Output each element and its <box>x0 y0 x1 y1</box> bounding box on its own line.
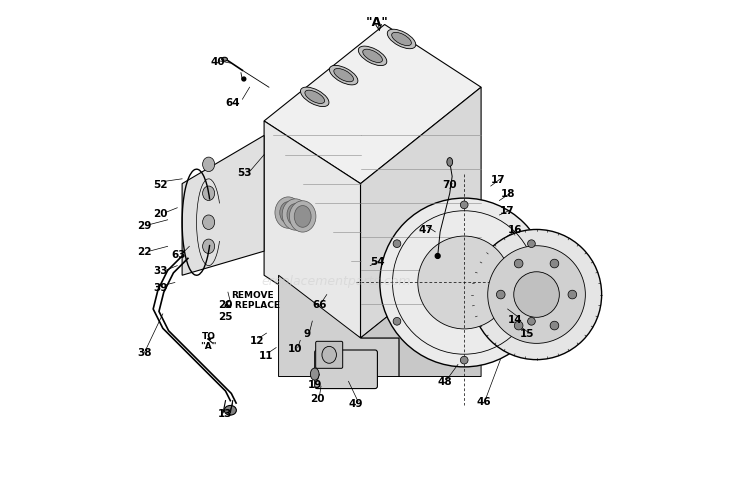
Circle shape <box>514 272 560 318</box>
Ellipse shape <box>310 368 319 380</box>
Circle shape <box>472 230 602 360</box>
Text: REMOVE
& REPLACE: REMOVE & REPLACE <box>224 290 280 309</box>
Text: 29: 29 <box>137 220 152 230</box>
Circle shape <box>460 357 468 364</box>
Polygon shape <box>264 26 481 184</box>
Text: 63: 63 <box>172 249 186 259</box>
Circle shape <box>568 290 577 299</box>
Text: 9: 9 <box>304 329 311 338</box>
Text: 10: 10 <box>288 343 303 353</box>
Text: 64: 64 <box>226 97 240 107</box>
Polygon shape <box>264 121 361 338</box>
Circle shape <box>514 259 523 268</box>
Ellipse shape <box>387 30 416 49</box>
Circle shape <box>380 199 548 367</box>
Circle shape <box>527 241 536 248</box>
Text: 38: 38 <box>137 348 152 358</box>
Ellipse shape <box>222 58 227 62</box>
Ellipse shape <box>202 240 214 254</box>
Text: 12: 12 <box>250 336 264 346</box>
Ellipse shape <box>447 158 453 167</box>
Ellipse shape <box>329 66 358 86</box>
Text: 48: 48 <box>437 377 452 387</box>
Text: TO
"A": TO "A" <box>200 331 217 350</box>
Ellipse shape <box>294 206 311 228</box>
Text: 39: 39 <box>153 283 167 293</box>
Ellipse shape <box>202 215 214 230</box>
Text: 70: 70 <box>442 179 457 189</box>
Text: 11: 11 <box>260 350 274 360</box>
Text: 25: 25 <box>218 312 232 321</box>
Text: 20: 20 <box>218 300 232 310</box>
Text: 13: 13 <box>218 408 232 418</box>
Ellipse shape <box>282 199 309 231</box>
Circle shape <box>514 321 523 330</box>
Text: 47: 47 <box>419 225 433 235</box>
Ellipse shape <box>334 69 353 83</box>
Text: 33: 33 <box>153 266 168 276</box>
Circle shape <box>435 254 440 259</box>
Ellipse shape <box>358 47 387 66</box>
Text: 18: 18 <box>500 189 514 199</box>
Ellipse shape <box>301 88 329 107</box>
Circle shape <box>460 201 468 209</box>
Ellipse shape <box>287 204 304 226</box>
Text: 17: 17 <box>490 174 506 184</box>
Text: 15: 15 <box>520 329 534 338</box>
Circle shape <box>242 78 246 82</box>
Ellipse shape <box>392 33 411 46</box>
Circle shape <box>550 259 559 268</box>
Text: 19: 19 <box>308 379 322 389</box>
Ellipse shape <box>363 50 382 63</box>
Polygon shape <box>361 242 481 377</box>
Text: 46: 46 <box>476 396 490 406</box>
Polygon shape <box>361 88 481 338</box>
Circle shape <box>488 246 585 344</box>
Polygon shape <box>278 276 399 377</box>
Text: 40: 40 <box>211 57 226 66</box>
Text: 49: 49 <box>349 398 363 408</box>
Text: 66: 66 <box>312 300 327 310</box>
Polygon shape <box>182 136 264 276</box>
Text: ereplacementparts.com: ereplacementparts.com <box>262 274 411 287</box>
Text: 17: 17 <box>500 206 515 216</box>
Text: 16: 16 <box>508 225 522 235</box>
Ellipse shape <box>322 347 337 363</box>
Circle shape <box>527 318 536 326</box>
Circle shape <box>393 241 400 248</box>
Ellipse shape <box>290 201 316 233</box>
FancyBboxPatch shape <box>316 342 343 368</box>
FancyBboxPatch shape <box>315 350 377 389</box>
Ellipse shape <box>275 197 302 229</box>
Text: 20: 20 <box>310 393 325 403</box>
Ellipse shape <box>202 158 214 172</box>
Circle shape <box>393 318 400 326</box>
Ellipse shape <box>280 202 297 224</box>
Text: "A": "A" <box>366 16 388 29</box>
Ellipse shape <box>224 406 236 415</box>
Text: 22: 22 <box>137 247 152 257</box>
Text: 20: 20 <box>153 208 168 218</box>
Circle shape <box>550 321 559 330</box>
Text: 14: 14 <box>508 314 522 324</box>
Text: 53: 53 <box>238 167 252 177</box>
Ellipse shape <box>202 187 214 201</box>
Text: 54: 54 <box>370 256 385 266</box>
Ellipse shape <box>305 91 325 104</box>
Text: 52: 52 <box>153 179 168 189</box>
Circle shape <box>418 237 511 329</box>
Circle shape <box>496 290 505 299</box>
